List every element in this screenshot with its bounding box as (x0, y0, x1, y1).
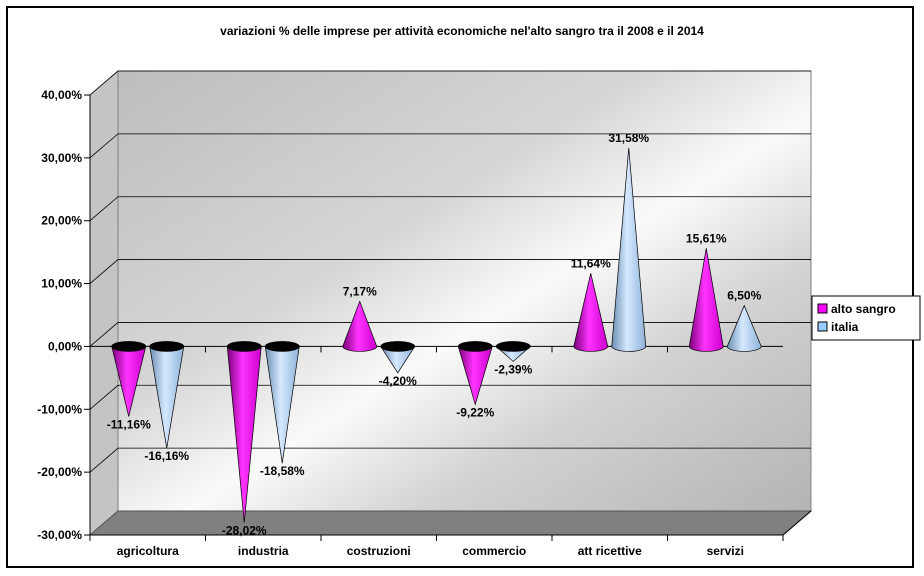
cone-mark (495, 341, 532, 362)
cone-body (726, 304, 762, 352)
data-label: -9,22% (456, 405, 494, 419)
data-label: -4,20% (379, 374, 417, 388)
data-label: 15,61% (686, 231, 727, 245)
data-label: 7,17% (343, 284, 377, 298)
floor-edge (782, 510, 812, 536)
cone-body (342, 300, 378, 352)
legend-swatch (817, 303, 828, 314)
cone-body (611, 147, 647, 352)
gridline (89, 447, 811, 473)
chart-floor (88, 510, 813, 536)
y-tick-label: -30,00% (37, 528, 82, 542)
legend-label: italia (831, 320, 859, 334)
gridline (89, 133, 811, 159)
y-tick-label: -10,00% (37, 402, 82, 416)
chart-title: variazioni % delle imprese per attività … (220, 24, 704, 38)
legend-box (811, 295, 921, 341)
cone-mark (380, 341, 416, 374)
cone-mark (457, 341, 493, 406)
y-tick-label: -20,00% (37, 465, 82, 479)
cone-base (380, 341, 416, 352)
data-label: -11,16% (107, 418, 151, 432)
cone-mark (264, 341, 300, 464)
y-tick-label: 40,00% (41, 88, 82, 102)
data-label: -2,39% (494, 362, 532, 376)
gridline (89, 196, 811, 222)
side-wall (89, 69, 119, 537)
category-label: servizi (707, 544, 744, 558)
data-label: -18,58% (260, 464, 305, 478)
y-tick-label: 10,00% (41, 277, 82, 291)
data-label: 6,50% (727, 289, 761, 303)
cone-base (226, 341, 262, 352)
data-label: 31,58% (608, 131, 649, 145)
y-tick-label: 0,00% (48, 339, 82, 353)
cone-mark (726, 304, 762, 352)
cone-body (573, 273, 609, 352)
cone-mark (111, 341, 147, 417)
cone-base (495, 341, 531, 352)
cone-mark (342, 300, 378, 352)
cone-base (264, 341, 300, 352)
y-tick-label: 20,00% (41, 214, 82, 228)
category-label: att ricettive (578, 544, 642, 558)
data-label: -16,16% (144, 449, 189, 463)
data-label: 11,64% (571, 256, 611, 270)
category-label: industria (238, 544, 289, 558)
gridline (89, 259, 811, 284)
cone-mark (688, 248, 724, 352)
cone-base (111, 341, 147, 352)
cone-base (457, 341, 493, 352)
category-label: costruzioni (347, 544, 411, 558)
cone-mark (149, 341, 185, 449)
legend-swatch (817, 321, 828, 332)
cone-body (688, 248, 724, 352)
cone-mark (573, 273, 609, 352)
cone-mark (226, 341, 262, 523)
y-tick-label: 30,00% (41, 151, 82, 165)
gridline (89, 70, 811, 96)
data-label: -28,02% (222, 524, 267, 538)
category-label: agricoltura (117, 544, 179, 558)
cone-base (149, 341, 185, 352)
legend-label: alto sangro (831, 302, 896, 316)
cone-mark (611, 147, 647, 352)
category-label: commercio (462, 544, 526, 558)
gridline (89, 384, 811, 410)
